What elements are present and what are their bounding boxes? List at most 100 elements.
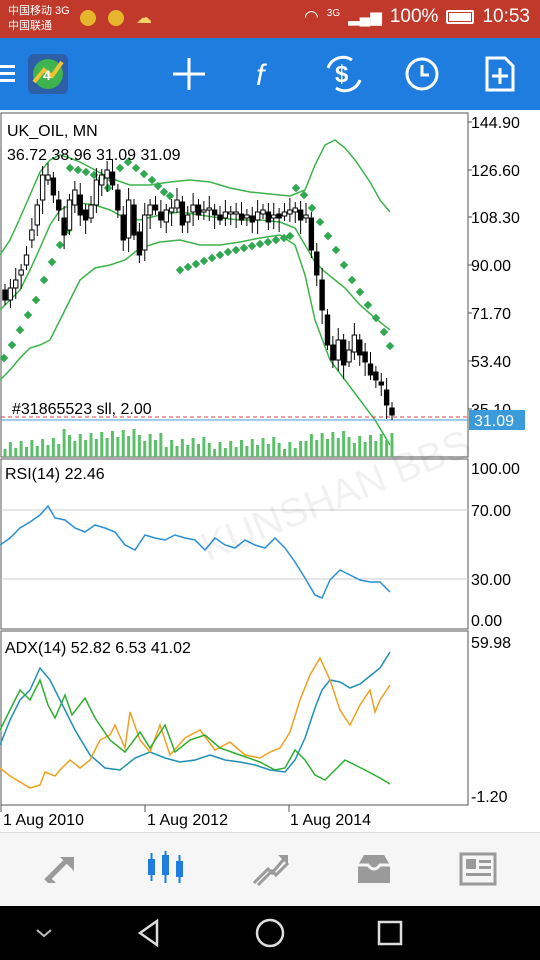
- chart-canvas[interactable]: UK_OIL, MN 36.72 38.96 31.09 31.09 #3186…: [0, 110, 540, 832]
- rsi-tick-label: 70.00: [471, 503, 511, 520]
- chart-area[interactable]: UK_OIL, MN 36.72 38.96 31.09 31.09 #3186…: [0, 110, 540, 832]
- adx-plus-di: [0, 656, 391, 789]
- candle-body: [314, 251, 320, 276]
- candle-body: [260, 209, 266, 215]
- candle-body: [233, 211, 239, 215]
- rsi-tick-label: 30.00: [471, 572, 511, 589]
- candle-body: [50, 177, 57, 196]
- candle-body: [362, 351, 368, 363]
- candle-body: [88, 204, 94, 219]
- volume-bar: [326, 439, 329, 457]
- adx-minus-di: [0, 678, 391, 785]
- volume-bar: [315, 440, 319, 457]
- candle-body: [383, 389, 390, 406]
- recent-apps-icon[interactable]: [370, 916, 410, 950]
- candle-body: [109, 171, 116, 186]
- price-tick-label: 144.90: [471, 115, 520, 132]
- adx-tick-label: -1.20: [471, 789, 508, 806]
- volume-bar: [250, 439, 254, 457]
- indicators-icon[interactable]: f: [242, 50, 290, 98]
- new-order-icon[interactable]: [476, 50, 524, 98]
- candle-body: [131, 204, 137, 236]
- sar-dot: [247, 241, 257, 251]
- menu-icon[interactable]: [0, 50, 22, 98]
- weather-icon: ☁: [136, 10, 152, 27]
- candle-body: [152, 204, 159, 211]
- candle-body: [158, 211, 164, 221]
- candle-body: [142, 214, 148, 251]
- clock: 10:53: [482, 6, 530, 27]
- sar-dot: [165, 191, 175, 201]
- symbols-icon[interactable]: $: [320, 50, 368, 98]
- candle-body: [125, 199, 132, 239]
- volume-bar: [116, 437, 120, 457]
- timeframe-icon[interactable]: [398, 50, 446, 98]
- app-logo-icon[interactable]: 4: [24, 50, 72, 98]
- candle-body: [18, 269, 24, 276]
- candle-body: [389, 407, 395, 416]
- sar-dot: [103, 183, 113, 193]
- sar-dot: [299, 190, 309, 200]
- candle-body: [287, 209, 293, 215]
- chart-symbol-label: UK_OIL, MN: [7, 123, 98, 140]
- quotes-icon[interactable]: [38, 847, 86, 891]
- sar-dot: [363, 300, 373, 310]
- sar-dot: [31, 295, 41, 305]
- adx-tick-label: 59.98: [471, 635, 511, 652]
- time-axis-label: 1 Aug 2014: [290, 812, 371, 829]
- candle-body: [351, 334, 358, 353]
- candle-body: [271, 214, 277, 219]
- notification-icon: [80, 10, 96, 26]
- top-toolbar: 4 f $: [0, 38, 540, 110]
- sar-dot: [255, 239, 265, 249]
- volume-bar: [331, 432, 335, 457]
- volume-bar: [41, 439, 45, 457]
- volume-bar: [336, 438, 340, 457]
- crosshair-icon[interactable]: [165, 50, 213, 98]
- sar-dot: [385, 341, 395, 351]
- price-tick-label: 126.60: [471, 163, 520, 180]
- volume-bar: [320, 433, 324, 457]
- candle-body: [195, 204, 202, 216]
- network-type: 3G: [326, 7, 341, 19]
- sar-dot: [231, 245, 241, 255]
- bollinger-lower: [0, 234, 391, 446]
- volume-bar: [277, 443, 281, 457]
- rsi-axis: 100.00 70.00 30.00 0.00: [471, 461, 520, 630]
- volume-bar: [283, 449, 286, 457]
- volume-bar: [202, 437, 206, 457]
- candle-body: [324, 314, 331, 346]
- sar-dot: [191, 259, 201, 269]
- chart-icon[interactable]: [142, 847, 190, 891]
- candle-body: [308, 217, 315, 251]
- candle-body: [367, 363, 374, 376]
- volume-bar: [3, 449, 7, 457]
- sar-dot: [331, 245, 341, 255]
- candle-body: [104, 169, 110, 179]
- back-icon[interactable]: [130, 916, 170, 950]
- sar-dot: [285, 231, 295, 241]
- candle-body: [330, 344, 336, 361]
- sar-dot: [23, 310, 33, 320]
- volume-bar: [8, 442, 12, 457]
- volume-bar: [143, 441, 147, 457]
- sar-dot: [153, 181, 163, 191]
- home-icon[interactable]: [250, 916, 290, 950]
- volume-bar: [207, 443, 211, 457]
- price-tick-label: 108.30: [471, 210, 520, 227]
- sar-dot: [371, 313, 381, 323]
- bollinger-upper: [0, 139, 391, 256]
- candle-body: [29, 229, 35, 241]
- sar-dot: [271, 235, 281, 245]
- sar-dot: [123, 157, 133, 167]
- news-icon[interactable]: [454, 847, 502, 891]
- sar-dot: [73, 165, 83, 175]
- volume-bar: [245, 446, 249, 457]
- candle-body: [99, 174, 105, 186]
- history-icon[interactable]: [350, 847, 398, 891]
- trade-icon[interactable]: [246, 847, 294, 891]
- chevron-down-icon[interactable]: [24, 916, 64, 950]
- sar-dot: [379, 327, 389, 337]
- sar-dot: [323, 231, 333, 241]
- volume-bar: [240, 440, 243, 457]
